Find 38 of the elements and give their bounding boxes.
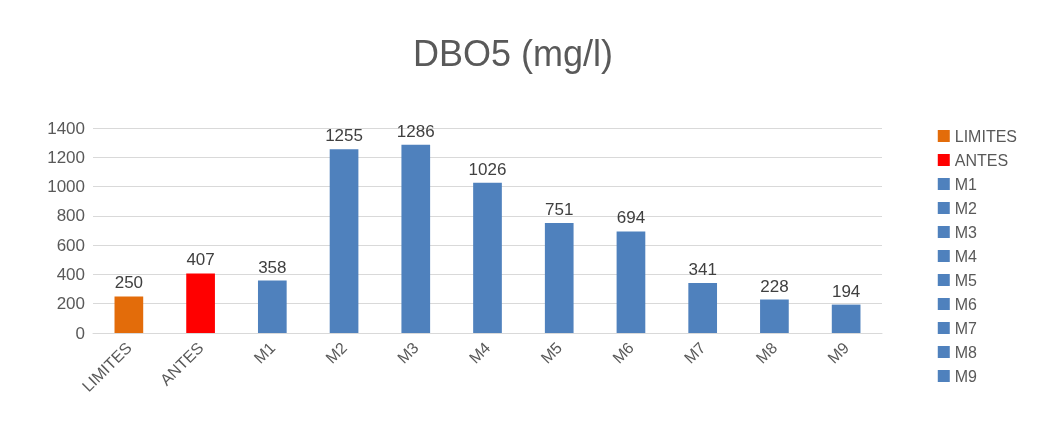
data-label: 250	[114, 273, 144, 293]
data-label: 694	[616, 208, 646, 228]
x-tick-label: M2	[322, 338, 351, 367]
y-tick-label: 600	[56, 235, 85, 255]
y-tick-label: 1400	[47, 118, 85, 138]
data-label: 194	[831, 281, 861, 301]
legend-label: LIMITES	[954, 127, 1017, 145]
x-tick-label: M6	[609, 338, 638, 367]
legend-label: M7	[954, 319, 978, 337]
data-label: 1286	[396, 121, 435, 141]
legend-label: M4	[954, 247, 978, 265]
y-tick-label: 1200	[47, 147, 85, 167]
data-label: 358	[258, 257, 287, 277]
x-tick-label: M9	[824, 338, 853, 367]
data-label: 1026	[468, 159, 507, 179]
y-tick-label: 1000	[47, 177, 85, 197]
legend-label: M1	[954, 175, 978, 193]
y-tick-label: 200	[56, 294, 85, 314]
x-tick-label: M3	[394, 338, 422, 367]
data-label: 1255	[325, 126, 363, 146]
legend-label: M3	[954, 223, 978, 241]
x-tick-label: M8	[752, 338, 781, 367]
x-tick-label: M1	[250, 338, 279, 367]
x-tick-label: M7	[680, 338, 709, 367]
data-label: 407	[186, 250, 215, 270]
x-tick-label: M4	[465, 338, 494, 367]
legend-label: M5	[954, 271, 978, 289]
legend-label: M2	[954, 199, 978, 217]
data-label: 341	[688, 260, 717, 280]
data-label: 228	[760, 276, 789, 296]
chart-title: DBO5 (mg/l)	[413, 32, 614, 74]
legend-label: M6	[954, 295, 978, 313]
y-tick-label: 800	[56, 206, 85, 226]
x-tick-label: M5	[537, 338, 566, 367]
y-tick-label: 0	[75, 323, 85, 343]
legend-label: ANTES	[954, 151, 1009, 169]
y-tick-label: 400	[56, 264, 85, 284]
data-label: 751	[545, 200, 574, 220]
